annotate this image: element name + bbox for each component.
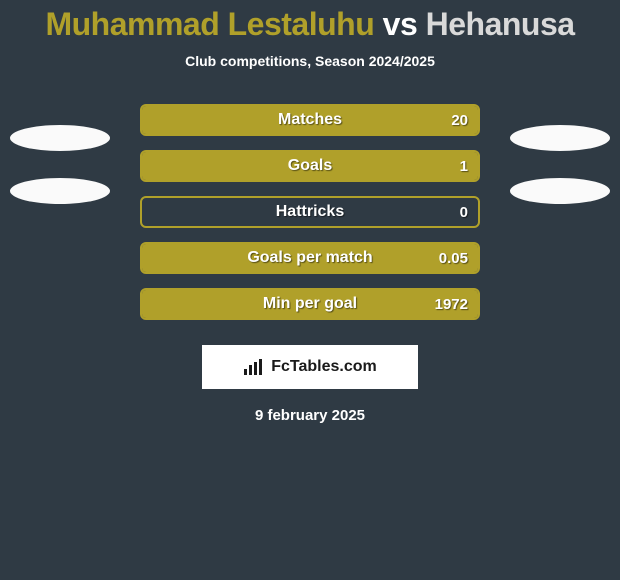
- logo-box: FcTables.com: [202, 345, 418, 389]
- stat-bar: Matches20: [140, 104, 480, 136]
- stat-value-left: [142, 106, 162, 134]
- chart-icon: [243, 358, 265, 376]
- stat-label: Goals per match: [142, 244, 478, 272]
- stat-label: Goals: [142, 152, 478, 180]
- side-ellipse-left: [10, 178, 110, 204]
- stat-bar: Hattricks0: [140, 196, 480, 228]
- stat-value-right: 0.05: [429, 244, 478, 272]
- subtitle: Club competitions, Season 2024/2025: [0, 53, 620, 69]
- stat-value-right: 1: [450, 152, 478, 180]
- comparison-infographic: Muhammad Lestaluhu vs Hehanusa Club comp…: [0, 0, 620, 580]
- stat-label: Matches: [142, 106, 478, 134]
- stat-value-left: [142, 244, 162, 272]
- date-line: 9 february 2025: [0, 407, 620, 424]
- title-player1: Muhammad Lestaluhu: [45, 6, 374, 42]
- logo-text: FcTables.com: [271, 358, 377, 376]
- stat-row: Min per goal1972: [0, 281, 620, 327]
- side-ellipse-left: [10, 125, 110, 151]
- stat-bar: Goals per match0.05: [140, 242, 480, 274]
- stat-label: Hattricks: [142, 198, 478, 226]
- stat-row: Goals per match0.05: [0, 235, 620, 281]
- stat-value-right: 20: [441, 106, 478, 134]
- stat-value-left: [142, 290, 162, 318]
- stat-bar: Min per goal1972: [140, 288, 480, 320]
- side-ellipse-right: [510, 125, 610, 151]
- stat-value-right: 1972: [425, 290, 478, 318]
- title-vs: vs: [383, 6, 418, 42]
- stat-value-left: [142, 198, 162, 226]
- stat-value-left: [142, 152, 162, 180]
- stat-bar: Goals1: [140, 150, 480, 182]
- page-title: Muhammad Lestaluhu vs Hehanusa: [0, 0, 620, 43]
- side-ellipse-right: [510, 178, 610, 204]
- stat-value-right: 0: [450, 198, 478, 226]
- title-player2: Hehanusa: [426, 6, 575, 42]
